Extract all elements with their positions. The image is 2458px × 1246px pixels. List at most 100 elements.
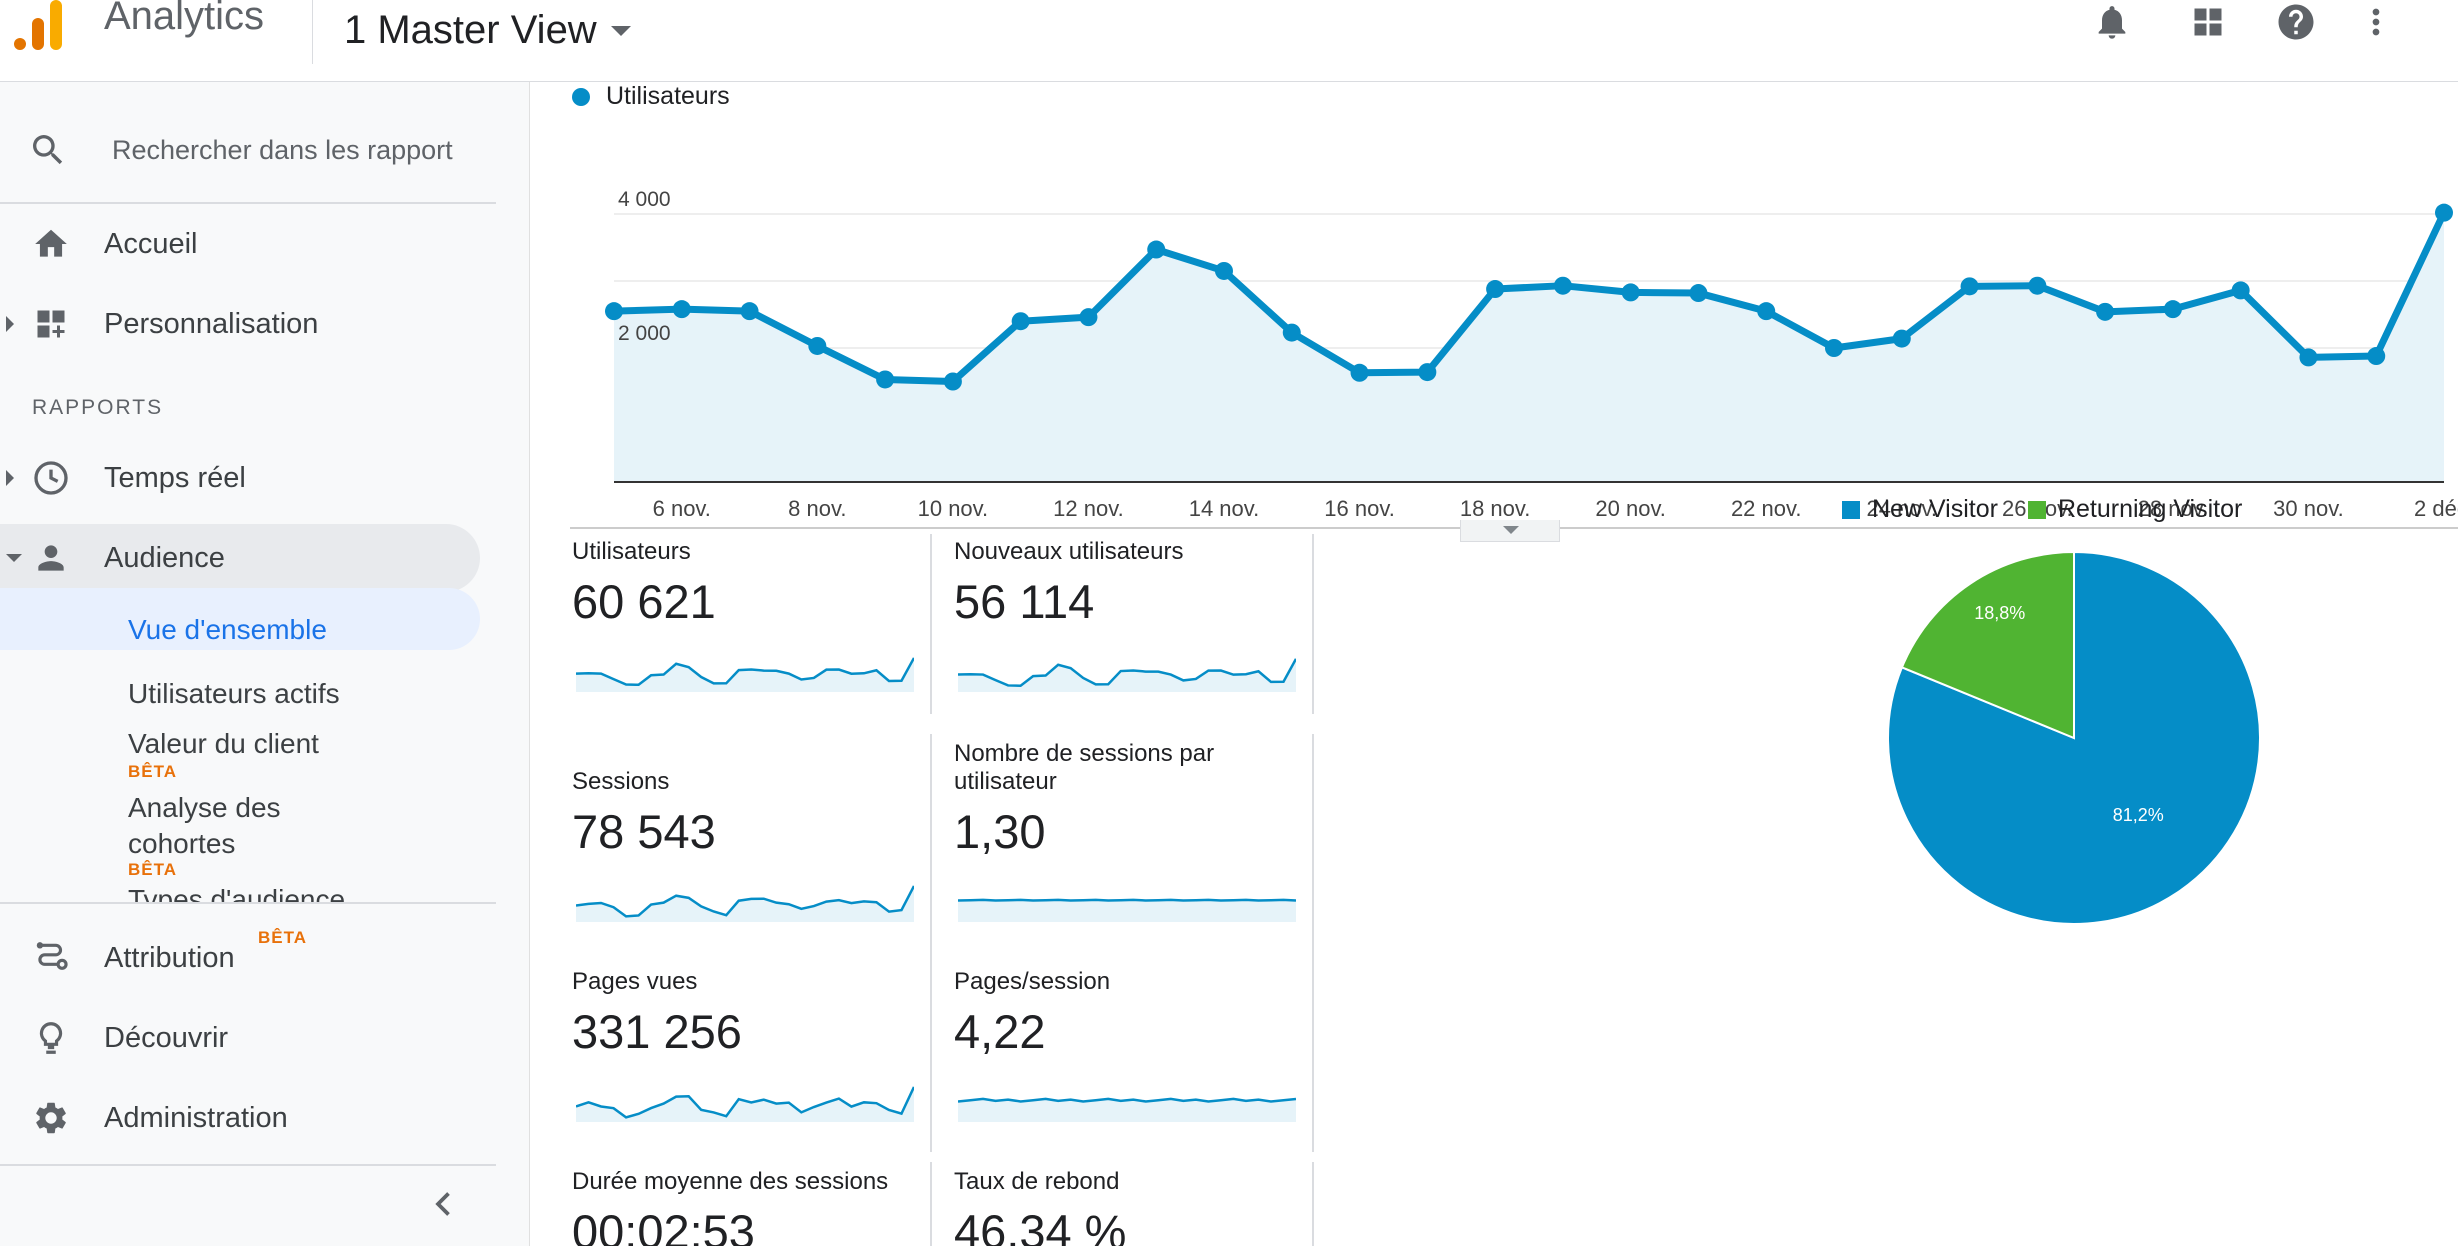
apps-grid-icon[interactable]: [2186, 0, 2230, 44]
visitor-type-pie-chart[interactable]: 81,2% 18,8%: [1884, 548, 2264, 928]
bell-icon[interactable]: [2090, 0, 2134, 44]
metric-divider: [930, 962, 932, 1152]
search-icon[interactable]: [28, 130, 68, 170]
data-point[interactable]: [808, 336, 827, 355]
data-point[interactable]: [1892, 329, 1911, 348]
metric-label: Sessions: [572, 768, 670, 795]
data-point[interactable]: [605, 302, 623, 321]
data-point[interactable]: [1621, 283, 1640, 302]
sparkline-area: [958, 1098, 1296, 1122]
data-point[interactable]: [2299, 348, 2318, 367]
sparkline: [576, 1086, 914, 1122]
metric-sessions[interactable]: Sessions 78 543: [572, 768, 918, 948]
line-chart-legend[interactable]: Utilisateurs: [572, 82, 730, 111]
sidebar-subitem-analyse-cohortes[interactable]: Analyse des cohortes: [128, 792, 281, 859]
sidebar-item-label: Accueil: [104, 227, 198, 260]
more-vert-icon[interactable]: [2354, 0, 2398, 44]
metric-taux-rebond[interactable]: Taux de rebond 46,34 %: [954, 1168, 1300, 1246]
metric-pages-session[interactable]: Pages/session 4,22: [954, 968, 1300, 1148]
data-point[interactable]: [2096, 302, 2115, 321]
sidebar-item-label: Découvrir: [104, 1021, 229, 1054]
sidebar-subitem-utilisateurs-actifs[interactable]: Utilisateurs actifs: [128, 678, 340, 709]
x-tick-label: 16 nov.: [1324, 496, 1395, 521]
chart-expand-handle[interactable]: [1460, 520, 1560, 542]
sidebar-item-personnalisation[interactable]: Personnalisation: [0, 290, 480, 358]
legend-item-new-visitor[interactable]: New Visitor: [1842, 495, 1998, 524]
data-point[interactable]: [2163, 300, 2182, 319]
sidebar-subitem-vue-ensemble-highlight[interactable]: [0, 588, 480, 650]
x-tick-label: 24 nov.: [1867, 496, 1938, 521]
legend-label: New Visitor: [1872, 495, 1998, 523]
data-point[interactable]: [672, 300, 691, 319]
data-point[interactable]: [1215, 261, 1233, 280]
data-point[interactable]: [1553, 276, 1572, 295]
sidebar-subitem-valeur-client[interactable]: Valeur du client: [128, 728, 319, 759]
data-point[interactable]: [2231, 281, 2250, 300]
data-point[interactable]: [943, 372, 962, 391]
sparkline: [958, 898, 1296, 922]
sparkline-area: [576, 886, 914, 922]
view-selector[interactable]: 1 Master View: [344, 8, 631, 53]
data-point[interactable]: [876, 370, 895, 389]
data-point[interactable]: [1282, 323, 1301, 342]
legend-item-returning-visitor[interactable]: Returning Visitor: [2027, 495, 2242, 524]
person-icon: [30, 537, 72, 579]
metric-divider: [930, 1162, 932, 1246]
sidebar-item-audience[interactable]: Audience: [0, 524, 480, 592]
y-tick-label: 4 000: [618, 188, 671, 211]
sidebar-item-accueil[interactable]: Accueil: [0, 210, 480, 278]
sidebar-item-decouvrir[interactable]: Découvrir: [0, 1004, 480, 1072]
y-tick-label: 2 000: [618, 322, 671, 345]
caret-down-icon: [610, 25, 631, 36]
data-point[interactable]: [2367, 347, 2386, 366]
data-point[interactable]: [1960, 277, 1979, 296]
metric-label: Pages vues: [572, 968, 698, 995]
data-point[interactable]: [1418, 363, 1437, 382]
sparkline: [958, 1097, 1296, 1122]
data-point[interactable]: [1011, 312, 1030, 331]
metric-divider: [1312, 534, 1314, 714]
data-point[interactable]: [1825, 339, 1843, 357]
collapse-sidebar-icon[interactable]: [426, 1186, 462, 1222]
data-point[interactable]: [2028, 276, 2047, 295]
metric-utilisateurs[interactable]: Utilisateurs 60 621: [572, 538, 918, 718]
data-point[interactable]: [1689, 284, 1708, 303]
data-point[interactable]: [1079, 308, 1098, 327]
pie-slice[interactable]: [1900, 550, 2075, 740]
data-point[interactable]: [740, 302, 759, 321]
metric-value: 1,30: [954, 805, 1046, 858]
sidebar-subitem-types-audience[interactable]: Types d'audience: [128, 884, 346, 902]
analytics-logo[interactable]: [10, 0, 66, 50]
users-line-chart[interactable]: 4 000 2 000 6 nov. 8 nov. 10 nov. 12 nov. 14 n…: [570, 110, 2458, 530]
metric-sessions-par-utilisateur[interactable]: Nombre de sessions par utilisateur 1,30: [954, 740, 1300, 948]
sidebar-subitem-vue-ensemble[interactable]: Vue d'ensemble: [128, 614, 327, 645]
sparkline-line: [576, 885, 914, 918]
beta-badge: BÊTA: [258, 928, 308, 947]
sidebar-item-label: Personnalisation: [104, 307, 319, 340]
data-point[interactable]: [1350, 363, 1369, 382]
data-point[interactable]: [1757, 302, 1776, 321]
sparkline-area: [958, 899, 1296, 922]
home-icon: [30, 223, 72, 265]
dashboard-add-icon: [30, 303, 72, 345]
expand-arrow-icon: [6, 470, 14, 486]
data-point[interactable]: [1147, 240, 1166, 259]
legend-swatch: [1842, 500, 1860, 519]
metric-value: 78 543: [572, 805, 716, 858]
data-point[interactable]: [2435, 203, 2453, 222]
data-point[interactable]: [1486, 280, 1505, 299]
sidebar-item-temps-reel[interactable]: Temps réel: [0, 444, 480, 512]
sidebar-item-administration[interactable]: Administration: [0, 1084, 480, 1152]
x-tick-label: 6 nov.: [653, 496, 711, 521]
sparkline: [576, 657, 914, 692]
help-icon[interactable]: [2274, 0, 2318, 44]
metric-pages-vues[interactable]: Pages vues 331 256: [572, 968, 918, 1148]
series-line: [613, 211, 2448, 385]
metric-nouveaux-utilisateurs[interactable]: Nouveaux utilisateurs 56 114: [954, 538, 1300, 718]
x-tick-label: 22 nov.: [1731, 496, 1802, 521]
sparkline-line: [958, 658, 1296, 688]
metric-duree-moyenne-sessions[interactable]: Durée moyenne des sessions 00:02:53: [572, 1168, 918, 1246]
x-tick-label: 8 nov.: [788, 496, 846, 521]
search-input[interactable]: [112, 126, 472, 174]
sidebar-item-attribution[interactable]: Attribution BÊTA: [0, 924, 480, 992]
